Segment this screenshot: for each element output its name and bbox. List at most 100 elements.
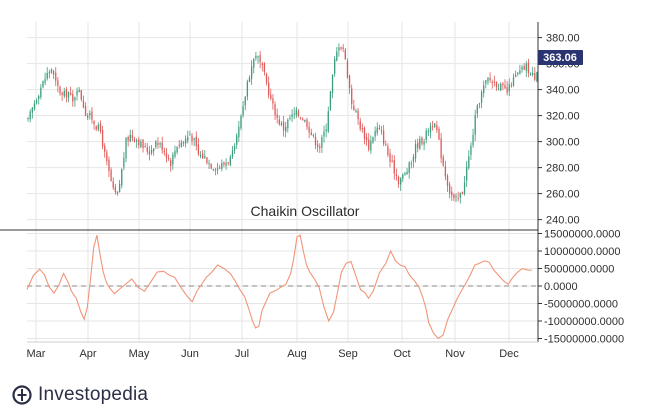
candle-body <box>527 62 530 74</box>
candle-body <box>359 120 361 129</box>
candle-body <box>110 169 112 182</box>
candle-body <box>178 144 180 146</box>
candle-body <box>214 169 217 171</box>
candle-body <box>534 73 536 80</box>
candle-body <box>504 85 506 89</box>
candle-body <box>365 136 368 141</box>
price-tick-label: 260.00 <box>546 189 580 201</box>
candle-body <box>314 136 317 146</box>
candle-body <box>46 72 48 79</box>
candle-body <box>223 161 225 165</box>
candle-body <box>163 150 165 153</box>
candle-body <box>244 96 246 106</box>
candle-body <box>293 113 295 115</box>
candle-body <box>270 94 272 99</box>
candle-body <box>65 89 68 98</box>
grid-layer <box>27 22 538 342</box>
candle-body <box>187 136 189 141</box>
candle-body <box>431 125 434 127</box>
candle-body <box>157 142 159 146</box>
candle-body <box>525 63 527 71</box>
candle-body <box>268 82 270 96</box>
candle-body <box>219 167 221 169</box>
candle-body <box>199 154 202 157</box>
candle-body <box>453 194 455 199</box>
candle-body <box>319 146 321 149</box>
candle-body <box>327 111 329 132</box>
candle-body <box>165 153 168 158</box>
candle-body <box>255 55 257 59</box>
candle-body <box>104 145 106 152</box>
candle-body <box>468 156 470 168</box>
candle-body <box>182 142 185 144</box>
candle-body <box>48 72 51 74</box>
x-tick-label: Apr <box>79 348 96 360</box>
candle-body <box>189 134 191 136</box>
candle-body <box>425 130 427 140</box>
candle-body <box>242 106 244 116</box>
candle-body <box>229 156 231 165</box>
candle-body <box>459 193 461 198</box>
candle-body <box>331 74 334 93</box>
brand-name: Investopedia <box>38 384 149 405</box>
candle-body <box>421 137 423 144</box>
candle-body <box>276 114 278 118</box>
candle-body <box>517 72 519 74</box>
candle-body <box>206 157 208 164</box>
candle-body <box>378 128 381 130</box>
candle-body <box>31 107 33 113</box>
candle-body <box>500 83 502 91</box>
candle-body <box>289 118 291 120</box>
candle-body <box>351 88 353 105</box>
candle-body <box>348 75 351 88</box>
candle-body <box>159 143 161 145</box>
candle-body <box>101 129 104 147</box>
candle-body <box>197 144 200 155</box>
candle-body <box>329 91 332 110</box>
candle-body <box>265 74 268 83</box>
candle-body <box>342 47 344 49</box>
candle-body <box>287 120 289 129</box>
candle-body <box>184 138 187 144</box>
candle-body <box>138 139 140 146</box>
candle-body <box>306 119 308 127</box>
candle-body <box>57 80 59 86</box>
candle-body <box>423 141 425 145</box>
candle-body <box>336 51 338 61</box>
oscillator-tick-label: 15000000.0000 <box>544 229 620 241</box>
candle-body <box>129 134 131 142</box>
price-tick-label: 240.00 <box>546 215 580 227</box>
candle-body <box>33 103 36 109</box>
candle-body <box>299 117 302 119</box>
candle-body <box>135 140 138 142</box>
candle-body <box>451 191 453 196</box>
candle-body <box>295 109 297 116</box>
candle-body <box>61 92 63 96</box>
oscillator-tick-label: -10000000.0000 <box>544 316 624 328</box>
candle-body <box>52 71 55 75</box>
candle-body <box>155 141 157 148</box>
price-tick-label: 380.00 <box>546 33 580 45</box>
price-tick-label: 320.00 <box>546 111 580 123</box>
candle-body <box>402 174 404 179</box>
candle-body <box>35 100 38 103</box>
candle-body <box>82 100 85 108</box>
candle-body <box>285 126 287 132</box>
candle-body <box>502 83 504 86</box>
candle-body <box>259 54 261 63</box>
candle-body <box>489 77 491 81</box>
candle-body <box>63 91 65 96</box>
candle-body <box>50 69 53 73</box>
candle-body <box>523 66 525 70</box>
candle-body <box>400 178 402 185</box>
candle-body <box>227 162 229 164</box>
current-price-badge: 363.06 <box>538 50 583 65</box>
candle-body <box>302 119 304 121</box>
candle-body <box>368 139 370 150</box>
candle-body <box>446 175 449 186</box>
candle-body <box>72 94 74 102</box>
candle-body <box>131 135 134 139</box>
oscillator-panel <box>26 234 538 340</box>
candle-body <box>180 142 183 147</box>
oscillator-tick-label: 10000000.0000 <box>544 246 620 258</box>
